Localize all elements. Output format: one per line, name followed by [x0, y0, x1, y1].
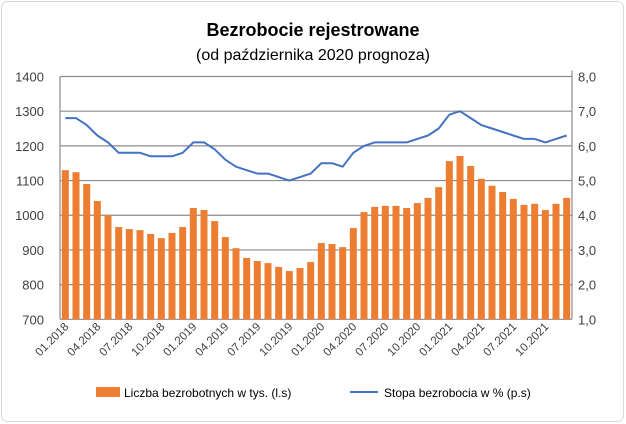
bar: [147, 233, 155, 320]
bar: [72, 172, 80, 320]
y-left-tick-label: 1300: [15, 104, 44, 119]
bar: [424, 197, 432, 320]
bar: [339, 247, 347, 320]
bar: [285, 271, 293, 320]
bar: [317, 242, 325, 320]
legend-line-label: Stopa bezrobocia w % (p.s): [384, 386, 531, 400]
bar: [125, 229, 133, 320]
bar: [392, 205, 400, 320]
bar: [104, 215, 112, 320]
bar: [200, 210, 208, 320]
y-right-tick-label: 8,0: [578, 70, 596, 85]
y-right-tick-label: 5,0: [578, 174, 596, 189]
bar: [403, 207, 411, 320]
legend-bar-label: Liczba bezrobotnych w tys. (l.s): [124, 386, 291, 400]
y-left-tick-label: 1100: [16, 174, 44, 189]
bar: [61, 170, 69, 320]
bar: [371, 206, 379, 320]
bar: [83, 184, 91, 320]
bar: [189, 207, 197, 320]
bar: [381, 205, 389, 320]
bar: [328, 244, 336, 320]
bar: [520, 204, 528, 320]
bar: [93, 201, 101, 320]
y-left-tick-label: 800: [22, 278, 44, 293]
y-right-tick-label: 4,0: [578, 208, 596, 223]
y-right-tick-label: 3,0: [578, 243, 596, 258]
bar: [552, 203, 560, 320]
bar: [307, 262, 315, 320]
unemployment-rate-line: [65, 110, 568, 182]
bar: [488, 185, 496, 320]
bar: [221, 237, 229, 320]
chart-title: Bezrobocie rejestrowane: [206, 20, 419, 40]
y-left-tick-label: 1400: [15, 70, 44, 85]
y-left-tick-label: 900: [22, 243, 44, 258]
y-right-tick-label: 2,0: [578, 278, 596, 293]
bar: [349, 228, 357, 320]
bar: [179, 227, 187, 320]
y-left-tick-label: 1200: [15, 139, 44, 154]
y-right-tick-label: 6,0: [578, 139, 596, 154]
bar: [435, 187, 443, 320]
bar: [264, 263, 272, 320]
bar: [275, 266, 283, 320]
legend-bar-swatch: [96, 387, 120, 397]
bar: [509, 198, 517, 320]
bar: [157, 238, 165, 320]
y-right-tick-label: 1,0: [578, 312, 596, 327]
bar: [232, 248, 240, 320]
bar: [467, 165, 475, 320]
y-left-tick-label: 700: [22, 312, 44, 327]
bar: [531, 203, 539, 320]
bar: [136, 230, 144, 320]
bar: [541, 210, 549, 320]
bar: [360, 212, 368, 320]
bar: [499, 192, 507, 320]
bar: [115, 227, 123, 320]
bar: [296, 267, 304, 320]
y-right-tick-label: 7,0: [578, 104, 596, 119]
bar: [456, 155, 464, 320]
bar: [445, 161, 453, 320]
chart-subtitle: (od października 2020 prognoza): [196, 47, 430, 64]
bar: [477, 178, 485, 320]
bar: [168, 232, 176, 320]
bar: [211, 221, 219, 320]
bar: [243, 257, 251, 320]
y-left-tick-label: 1000: [15, 208, 44, 223]
bar: [413, 203, 421, 320]
bar: [253, 261, 261, 320]
bar: [563, 197, 571, 320]
